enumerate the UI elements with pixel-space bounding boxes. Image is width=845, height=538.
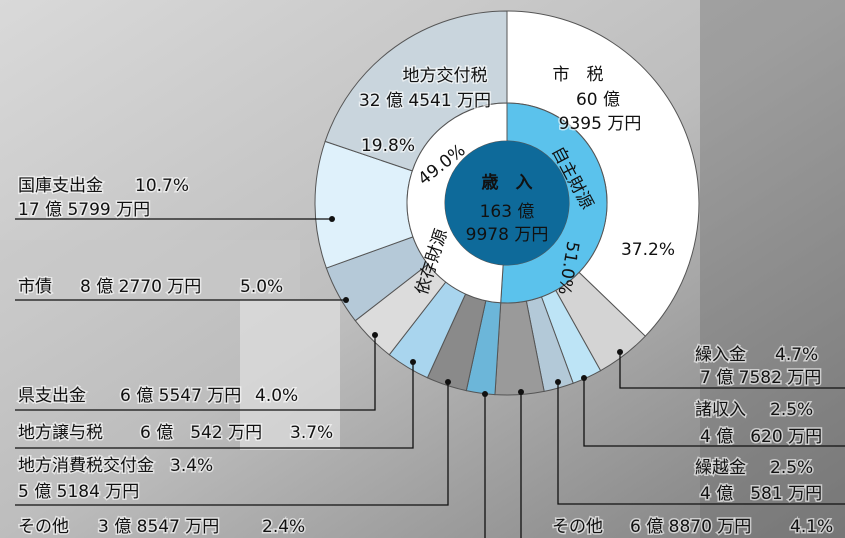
amount-label: 5 億 5184 万円 xyxy=(18,482,139,502)
category-label: 国庫支出金 xyxy=(18,176,103,196)
leader-dot xyxy=(581,375,587,381)
leader-dot xyxy=(410,359,416,365)
amount-label: 6 億 5547 万円 xyxy=(120,386,241,406)
center-amount: 9978 万円 xyxy=(466,225,549,245)
leader-dot xyxy=(482,391,488,397)
value-label: 2.4% xyxy=(262,517,305,537)
value-label: 4.0% xyxy=(255,386,298,406)
value-label: 3.7% xyxy=(290,423,333,443)
category-label: 市 税 xyxy=(553,65,604,85)
chart: 自主財源51.0%依存財源49.0%歳 入163 億9978 万円市 税37.2… xyxy=(0,0,845,538)
amount-label: 32 億 4541 万円 xyxy=(359,91,491,111)
leader-dot xyxy=(617,349,623,355)
category-label: 繰越金 xyxy=(695,458,746,478)
amount-label: 4 億 581 万円 xyxy=(700,484,822,504)
value-label: 2.5% xyxy=(770,400,813,420)
amount-label: 8 億 2770 万円 xyxy=(80,277,201,297)
category-label: 地方譲与税 xyxy=(18,423,103,443)
leader-dot xyxy=(343,297,349,303)
amount-label: 3 億 8547 万円 xyxy=(98,517,219,537)
center-title: 歳 入 xyxy=(482,172,533,193)
leader-dot xyxy=(555,379,561,385)
leader-dot xyxy=(329,216,335,222)
amount-label: 6 億 8870 万円 xyxy=(630,517,751,537)
value-label: 4.7% xyxy=(775,345,818,365)
leader-dot xyxy=(518,389,524,395)
category-label: 地方消費税交付金 xyxy=(18,456,154,476)
amount-label: 6 億 542 万円 xyxy=(140,423,262,443)
leader-dot xyxy=(372,332,378,338)
category-label: 県支出金 xyxy=(18,386,86,406)
value-label: 3.4% xyxy=(170,456,213,476)
amount-label: 9395 万円 xyxy=(559,114,642,134)
amount-label: 7 億 7582 万円 xyxy=(700,368,821,388)
category-label: 地方交付税 xyxy=(403,66,488,86)
category-label: 市債 xyxy=(18,277,52,297)
category-label: その他 xyxy=(18,517,69,537)
value-label: 37.2% xyxy=(621,240,675,260)
value-label: 2.5% xyxy=(770,458,813,478)
value-label: 5.0% xyxy=(240,277,283,297)
category-label: 繰入金 xyxy=(695,345,746,365)
leader-dot xyxy=(445,379,451,385)
amount-label: 4 億 620 万円 xyxy=(700,427,822,447)
amount-label: 60 億 xyxy=(576,90,620,110)
value-label: 10.7% xyxy=(135,176,189,196)
amount-label: 17 億 5799 万円 xyxy=(18,200,150,220)
value-label: 19.8% xyxy=(361,136,415,156)
category-label: 諸収入 xyxy=(695,400,746,420)
value-label: 4.1% xyxy=(790,517,833,537)
center-amount: 163 億 xyxy=(480,202,535,222)
category-label: その他 xyxy=(552,517,603,537)
